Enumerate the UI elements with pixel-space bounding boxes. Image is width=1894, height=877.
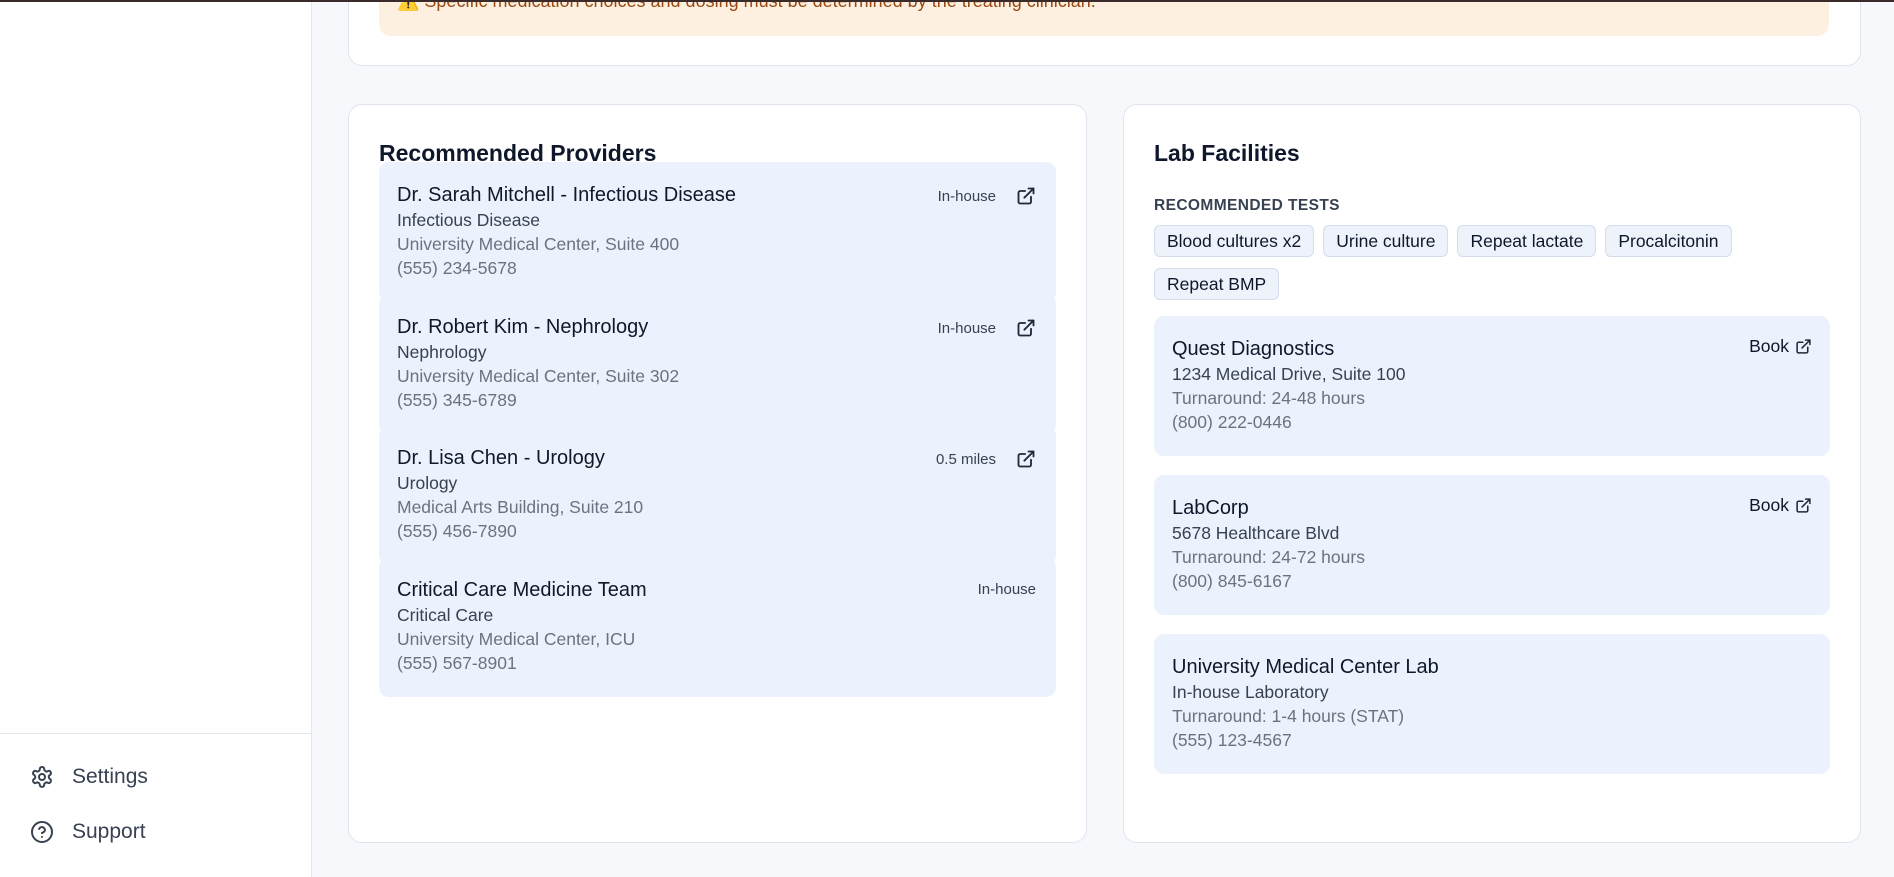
lab-name: University Medical Center Lab — [1172, 656, 1439, 678]
provider-name: Critical Care Medicine Team — [397, 579, 647, 601]
provider-phone: (555) 345-6789 — [397, 390, 517, 410]
sidebar-item-support[interactable]: Support — [30, 820, 146, 844]
provider-address: Medical Arts Building, Suite 210 — [397, 497, 644, 517]
lab-turnaround: Turnaround: 24-72 hours — [1172, 547, 1365, 567]
lab-name: Quest Diagnostics — [1172, 338, 1335, 360]
lab-phone: (800) 845-6167 — [1172, 571, 1292, 591]
provider-address: University Medical Center, ICU — [397, 629, 636, 649]
provider-phone: (555) 567-8901 — [397, 653, 517, 673]
lab-item: LabCorp 5678 Healthcare Blvd Turnaround:… — [1154, 475, 1830, 615]
window-top-edge — [0, 0, 1894, 2]
lab-item: Quest Diagnostics 1234 Medical Drive, Su… — [1154, 316, 1830, 456]
recommended-tests-label: RECOMMENDED TESTS — [1154, 197, 1340, 214]
sidebar: Settings Support — [0, 0, 312, 877]
test-chip: Procalcitonin — [1605, 225, 1732, 257]
external-link-icon — [1795, 497, 1812, 514]
help-circle-icon — [31, 821, 53, 843]
lab-phone: (800) 222-0446 — [1172, 412, 1292, 432]
provider-item[interactable]: Dr. Robert Kim - Nephrology Nephrology U… — [379, 294, 1056, 434]
sidebar-item-settings[interactable]: Settings — [30, 765, 148, 789]
providers-title: Recommended Providers — [379, 140, 657, 166]
provider-location: In-house — [937, 187, 996, 205]
provider-specialty: Nephrology — [397, 342, 487, 362]
provider-address: University Medical Center, Suite 400 — [397, 234, 680, 254]
provider-specialty: Critical Care — [397, 605, 494, 625]
provider-specialty: Infectious Disease — [397, 210, 540, 230]
provider-item[interactable]: Dr. Sarah Mitchell - Infectious Disease … — [379, 162, 1056, 302]
provider-name: Dr. Lisa Chen - Urology — [397, 447, 605, 469]
external-link-icon[interactable] — [1016, 449, 1036, 469]
provider-item[interactable]: Critical Care Medicine Team Critical Car… — [379, 557, 1056, 697]
provider-name: Dr. Robert Kim - Nephrology — [397, 316, 649, 338]
external-link-icon — [1795, 338, 1812, 355]
book-label: Book — [1749, 336, 1789, 356]
gear-icon — [32, 766, 52, 788]
book-label: Book — [1749, 495, 1789, 515]
test-chip: Urine culture — [1323, 225, 1449, 257]
provider-address: University Medical Center, Suite 302 — [397, 366, 680, 386]
warning-banner: ⚠️ Specific medication choices and dosin… — [379, 0, 1829, 36]
provider-location: In-house — [977, 581, 1036, 598]
providers-card: Recommended Providers Dr. Sarah Mitchell… — [348, 104, 1087, 843]
external-link-icon[interactable] — [1016, 186, 1036, 206]
provider-location: In-house — [937, 319, 996, 337]
book-button[interactable]: Book — [1749, 495, 1812, 516]
lab-phone: (555) 123-4567 — [1172, 730, 1292, 750]
lab-address: 1234 Medical Drive, Suite 100 — [1172, 364, 1406, 384]
book-button[interactable]: Book — [1749, 336, 1812, 357]
sidebar-item-label: Settings — [72, 765, 148, 788]
sidebar-divider — [0, 733, 311, 734]
lab-address: In-house Laboratory — [1172, 682, 1329, 702]
lab-item: University Medical Center Lab In-house L… — [1154, 634, 1830, 774]
provider-phone: (555) 234-5678 — [397, 258, 517, 278]
warning-text: ⚠️ Specific medication choices and dosin… — [397, 0, 1096, 11]
test-chip: Repeat BMP — [1154, 268, 1280, 300]
provider-location: 0.5 miles — [935, 450, 996, 468]
test-chip: Repeat lactate — [1457, 225, 1597, 257]
provider-name: Dr. Sarah Mitchell - Infectious Disease — [397, 184, 737, 206]
lab-name: LabCorp — [1172, 497, 1249, 519]
lab-address: 5678 Healthcare Blvd — [1172, 523, 1340, 543]
sidebar-item-label: Support — [72, 820, 146, 843]
provider-phone: (555) 456-7890 — [397, 521, 517, 541]
external-link-icon[interactable] — [1016, 318, 1036, 338]
lab-turnaround: Turnaround: 1-4 hours (STAT) — [1172, 706, 1405, 726]
provider-item[interactable]: Dr. Lisa Chen - Urology Urology Medical … — [379, 425, 1056, 565]
labs-title: Lab Facilities — [1154, 140, 1300, 166]
test-chip: Blood cultures x2 — [1154, 225, 1315, 257]
lab-turnaround: Turnaround: 24-48 hours — [1172, 388, 1365, 408]
provider-specialty: Urology — [397, 473, 458, 493]
recommended-tests: Blood cultures x2 Urine culture Repeat lac… — [1154, 225, 1834, 300]
